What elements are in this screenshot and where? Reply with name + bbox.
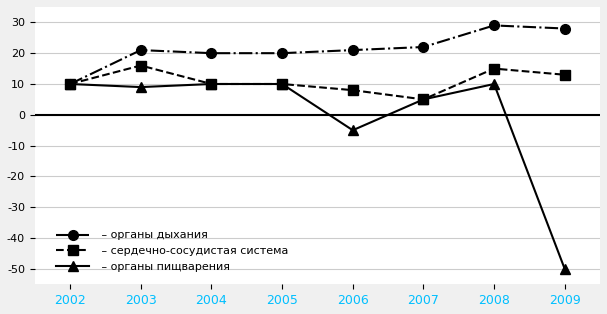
- Legend:  – органы дыхания,  – сердечно-сосудистая система,  – органы пищварения: – органы дыхания, – сердечно-сосудистая …: [52, 226, 293, 276]
